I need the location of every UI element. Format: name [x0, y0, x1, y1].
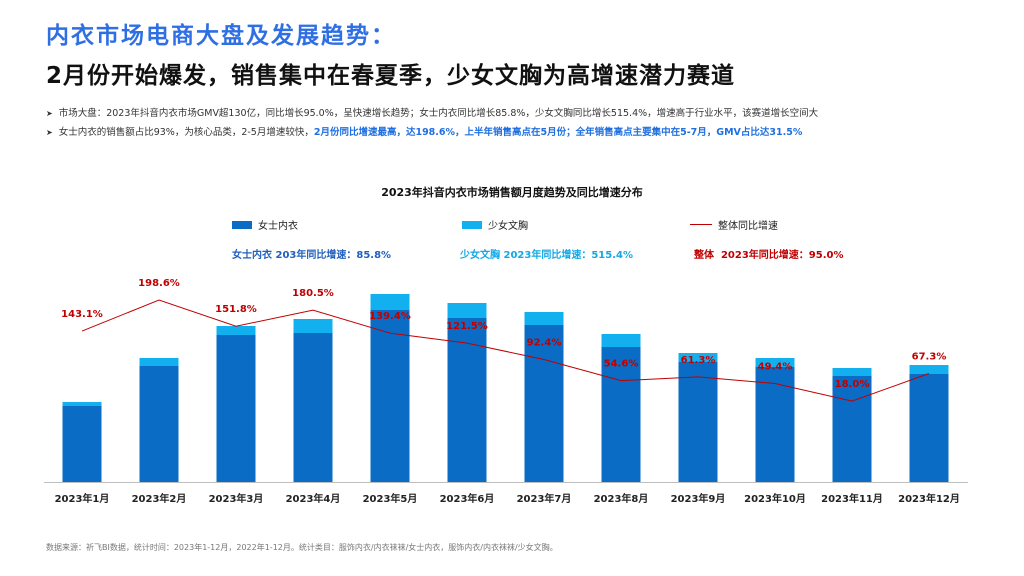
line-overall-growth — [81, 299, 930, 402]
legend-girls-swatch — [462, 220, 482, 229]
bar-women-2 — [139, 366, 179, 482]
x-tick-label: 2023年8月 — [594, 492, 649, 505]
bullet-arrow-icon: ➤ — [46, 128, 53, 137]
summary-bullets: ➤ 市场大盘：2023年抖音内衣市场GMV超130亿，同比增长95.0%，呈快速… — [46, 104, 1006, 142]
x-tick-label: 2023年10月 — [744, 492, 806, 505]
line-data-label: 180.5% — [292, 288, 334, 299]
bar-girls-3 — [216, 326, 256, 335]
bar-women-10 — [755, 367, 795, 482]
x-tick-label: 2023年2月 — [132, 492, 187, 505]
chart-title: 2023年抖音内衣市场销售额月度趋势及同比增速分布 — [381, 186, 643, 199]
legend-women: 女士内衣 — [232, 217, 298, 232]
bar-women-6 — [447, 318, 487, 482]
line-data-label: 54.6% — [604, 359, 639, 370]
bullet-2-highlight: 2月份同比增速最高，达198.6%，上半年销售高点在5月份；全年销售高点主要集中… — [313, 127, 803, 138]
line-data-label: 121.5% — [446, 321, 488, 332]
line-data-label: 18.0% — [835, 379, 870, 390]
line-data-label: 61.3% — [681, 355, 716, 366]
x-tick-label: 2023年9月 — [671, 492, 726, 505]
bar-women-5 — [370, 310, 410, 482]
x-tick-label: 2023年12月 — [898, 492, 960, 505]
bar-girls-9 — [678, 353, 718, 362]
bar-girls-4 — [293, 319, 333, 333]
bar-girls-8 — [601, 334, 641, 347]
x-tick-label: 2023年7月 — [517, 492, 572, 505]
bullet-1-text: 市场大盘：2023年抖音内衣市场GMV超130亿，同比增长95.0%，呈快速增长… — [58, 108, 819, 119]
legend-line: 整体同比增速 — [690, 217, 778, 232]
x-tick-label: 2023年6月 — [440, 492, 495, 505]
bar-girls-12 — [909, 365, 949, 374]
bar-girls-2 — [139, 358, 179, 366]
x-tick-label: 2023年1月 — [55, 492, 110, 505]
bar-girls-7 — [524, 312, 564, 325]
line-data-label: 67.3% — [912, 352, 947, 363]
bar-women-9 — [678, 362, 718, 482]
line-data-label: 143.1% — [61, 309, 103, 320]
note-girls: 少女文胸 2023年同比增速：515.4% — [460, 250, 633, 261]
legend-girls-label: 少女文胸 — [488, 221, 528, 232]
note-women: 女士内衣 203年同比增速：85.8% — [232, 250, 392, 261]
bar-women-1 — [62, 406, 102, 482]
bar-women-7 — [524, 325, 564, 482]
line-data-label: 151.8% — [215, 304, 257, 315]
line-data-label: 92.4% — [527, 337, 562, 348]
line-data-label: 198.6% — [138, 278, 180, 289]
line-data-label: 139.4% — [369, 311, 411, 322]
bar-women-4 — [293, 333, 333, 482]
bar-girls-11 — [832, 368, 872, 376]
bar-women-8 — [601, 347, 641, 482]
x-tick-label: 2023年5月 — [363, 492, 418, 505]
legend-women-label: 女士内衣 — [258, 221, 298, 232]
bar-girls-6 — [447, 303, 487, 318]
bar-women-3 — [216, 335, 256, 482]
x-tick-label: 2023年3月 — [209, 492, 264, 505]
line-data-label: 49.4% — [758, 362, 793, 373]
bar-girls-5 — [370, 294, 410, 310]
legend-women-swatch — [232, 220, 252, 229]
note-overall-label: 整体 — [694, 250, 714, 261]
bar-women-11 — [832, 376, 872, 482]
bullet-2: ➤ 女士内衣的销售额占比93%，为核心品类，2-5月增速较快， 2月份同比增速最高… — [46, 123, 1006, 142]
note-overall: 整体 2023年同比增速：95.0% — [694, 246, 844, 261]
x-tick-label: 2023年11月 — [821, 492, 883, 505]
legend-line-swatch — [690, 224, 712, 225]
page-subtitle: 2月份开始爆发，销售集中在春夏季，少女文胸为高增速潜力赛道 — [46, 63, 736, 89]
bullet-2-text: 女士内衣的销售额占比93%，为核心品类，2-5月增速较快， — [58, 127, 314, 138]
bullet-1: ➤ 市场大盘：2023年抖音内衣市场GMV超130亿，同比增长95.0%，呈快速… — [46, 104, 1006, 123]
legend-girls: 少女文胸 — [462, 217, 528, 232]
bar-girls-10 — [755, 358, 795, 367]
legend-line-label: 整体同比增速 — [718, 221, 778, 232]
x-tick-label: 2023年4月 — [286, 492, 341, 505]
bullet-arrow-icon: ➤ — [46, 109, 53, 118]
page-title: 内衣市场电商大盘及发展趋势： — [46, 23, 396, 49]
data-source-note: 数据来源：祈飞BI数据，统计时间：2023年1-12月，2022年1-12月。统… — [46, 543, 558, 552]
note-overall-value: 2023年同比增速：95.0% — [720, 250, 844, 261]
bar-women-12 — [909, 374, 949, 482]
bar-girls-1 — [62, 402, 102, 406]
